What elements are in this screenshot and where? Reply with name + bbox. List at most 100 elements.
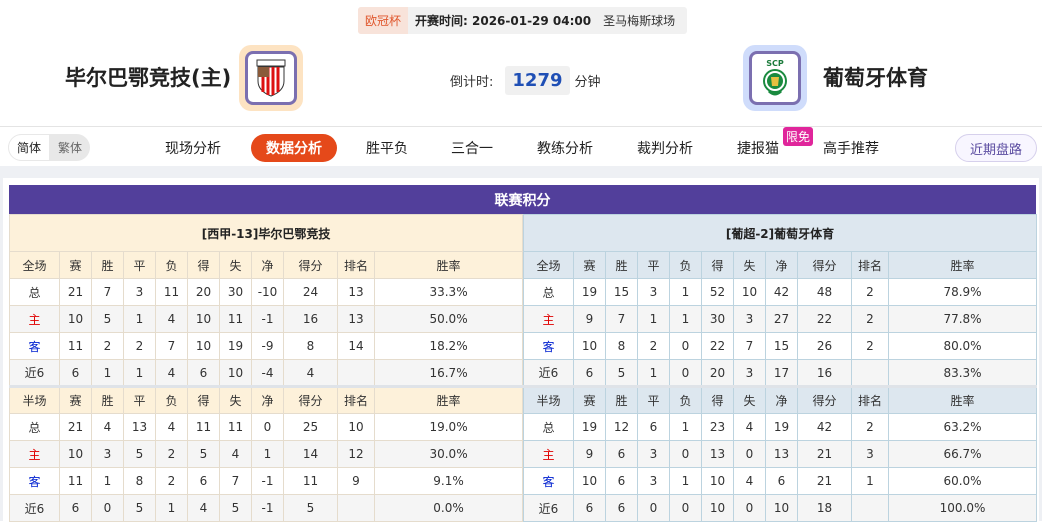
table-cell: 3	[851, 440, 889, 468]
table-cell: 6	[605, 440, 638, 468]
table-cell	[851, 494, 889, 522]
half-column-header-row: 半场赛胜平负得失净得分 排名 胜率	[523, 386, 1037, 414]
table-cell: 20	[187, 278, 220, 306]
home-team-logo[interactable]	[239, 45, 303, 111]
sporting-cp-crest-icon: SCP	[763, 59, 787, 96]
column-header: 排名	[337, 251, 375, 279]
column-header: 全场	[9, 251, 60, 279]
table-cell: 77.8%	[888, 305, 1037, 333]
table-cell: 2	[851, 305, 889, 333]
tab-jiebaomao[interactable]: 捷报猫	[737, 141, 779, 157]
table-cell: 4	[187, 494, 220, 522]
table-cell: 5	[219, 494, 252, 522]
table-cell: 6	[59, 359, 92, 388]
table-cell: 13	[337, 278, 375, 306]
table-cell: 3	[733, 359, 766, 388]
lang-simplified[interactable]: 简体	[8, 134, 50, 161]
table-cell: 10	[219, 359, 252, 388]
table-cell: 3	[637, 440, 670, 468]
table-cell: 9	[337, 467, 375, 495]
table-cell: -1	[251, 305, 284, 333]
free-badge: 限免	[783, 127, 814, 146]
table-cell: 11	[283, 467, 338, 495]
table-cell: 10	[765, 494, 798, 522]
lang-traditional[interactable]: 繁体	[57, 141, 82, 155]
row-label: 主	[9, 440, 60, 468]
tab-expert-picks[interactable]: 高手推荐	[823, 141, 879, 157]
competition-tag[interactable]: 欧冠杯	[358, 7, 409, 34]
athletic-bilbao-crest-icon	[256, 59, 286, 97]
table-cell: 6	[187, 467, 220, 495]
table-row: 近6 6 1 1 4 6 10 -4 4 16.7%	[9, 359, 524, 388]
table-row: 总 19 12 6 1 23 4 19 42 2 63.2%	[523, 413, 1037, 441]
away-standings-table: [葡超-2]葡萄牙体育 全场赛胜平负得失净得分 排名 胜率总 19 15 3 1 52 10 42 4…	[523, 214, 1037, 522]
away-team-logo[interactable]: SCP	[743, 45, 807, 111]
column-header: 胜	[605, 386, 638, 414]
table-cell: 0	[669, 332, 702, 360]
table-cell: 30.0%	[373, 440, 524, 468]
table-cell: 10	[573, 332, 606, 360]
table-cell: 7	[91, 278, 124, 306]
table-cell: 48	[797, 278, 852, 306]
away-team-name[interactable]: 葡萄牙体育	[823, 66, 928, 90]
recent-odds-button[interactable]: 近期盘路	[955, 134, 1037, 162]
table-cell: 1	[91, 359, 124, 388]
column-header: 得分	[283, 251, 338, 279]
column-header: 负	[155, 386, 188, 414]
column-header: 半场	[523, 386, 574, 414]
column-header: 得	[187, 386, 220, 414]
home-team-name[interactable]: 毕尔巴鄂竞技(主)	[65, 66, 232, 90]
venue: 圣马梅斯球场	[603, 14, 676, 28]
table-cell: 3	[637, 467, 670, 495]
table-cell: 7	[219, 467, 252, 495]
table-cell: 23	[701, 413, 734, 441]
team-standing-header: [葡超-2]葡萄牙体育	[523, 214, 1037, 252]
table-row: 客 10 6 3 1 10 4 6 21 1 60.0%	[523, 467, 1037, 495]
table-cell: 1	[123, 305, 156, 333]
tab-three-in-one[interactable]: 三合一	[451, 141, 493, 157]
tab-data-analysis[interactable]: 数据分析	[251, 134, 337, 162]
column-header: 失	[733, 251, 766, 279]
table-cell: 30	[219, 278, 252, 306]
tab-win-draw-loss[interactable]: 胜平负	[366, 141, 408, 157]
table-cell: 4	[91, 413, 124, 441]
column-header: 胜率	[888, 251, 1037, 279]
tab-referee-analysis[interactable]: 裁判分析	[637, 141, 693, 157]
table-cell: 9.1%	[373, 467, 524, 495]
full-column-header-row: 全场赛胜平负得失净得分 排名 胜率	[9, 251, 524, 279]
table-cell: 6	[573, 359, 606, 388]
table-cell: 13	[123, 413, 156, 441]
svg-text:SCP: SCP	[766, 59, 784, 68]
home-standings-table: [西甲-13]毕尔巴鄂竞技 全场赛胜平负得失净得分 排名 胜率总 21 7 3 11 20 30-…	[8, 214, 524, 522]
kickoff-time: 开赛时间: 2026-01-29 04:00	[415, 14, 592, 28]
table-cell: 2	[155, 467, 188, 495]
table-cell: 25	[283, 413, 338, 441]
column-header: 得	[701, 251, 734, 279]
table-cell: 0	[733, 440, 766, 468]
table-cell: 7	[155, 332, 188, 360]
column-header: 平	[123, 251, 156, 279]
tab-live-analysis[interactable]: 现场分析	[165, 141, 221, 157]
table-cell: 50.0%	[373, 305, 524, 333]
column-header: 赛	[59, 251, 92, 279]
column-header: 净	[251, 251, 284, 279]
table-cell: 5	[123, 494, 156, 522]
table-cell: 1	[637, 359, 670, 388]
column-header: 胜率	[888, 386, 1037, 414]
table-cell: 10	[701, 467, 734, 495]
table-row: 总 19 15 3 1 52 10 42 48 2 78.9%	[523, 278, 1037, 306]
column-header: 得	[701, 386, 734, 414]
tab-coach-analysis[interactable]: 教练分析	[537, 141, 593, 157]
table-cell: 83.3%	[888, 359, 1037, 388]
table-cell	[337, 494, 375, 522]
column-header: 得分	[797, 386, 852, 414]
table-cell: 16.7%	[373, 359, 524, 388]
column-header: 胜率	[373, 386, 524, 414]
row-label: 客	[523, 332, 574, 360]
table-cell: 19.0%	[373, 413, 524, 441]
table-cell: 8	[283, 332, 338, 360]
language-toggle[interactable]: 简体 繁体	[8, 134, 90, 161]
team-header-row: [葡超-2]葡萄牙体育	[523, 214, 1037, 252]
table-cell: 24	[283, 278, 338, 306]
table-cell: 100.0%	[888, 494, 1037, 522]
